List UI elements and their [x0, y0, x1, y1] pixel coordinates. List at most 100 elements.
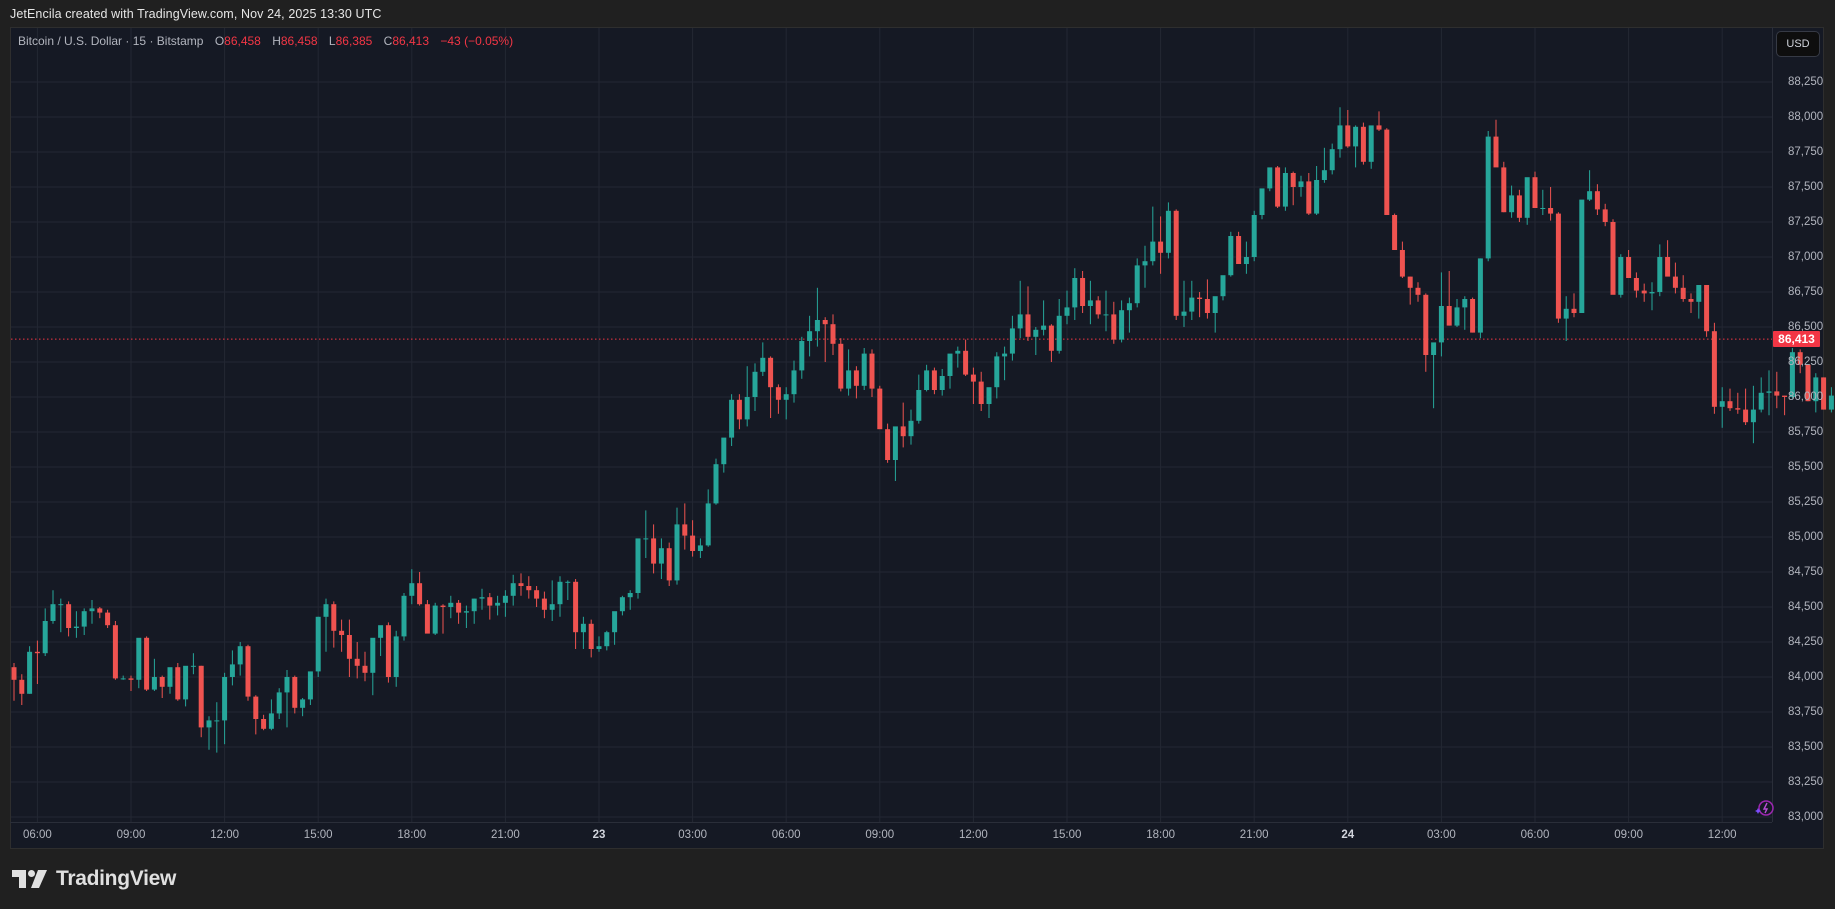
candle-body[interactable] [1680, 287, 1686, 299]
candle-body[interactable] [557, 581, 563, 605]
candle-body[interactable] [151, 677, 157, 690]
candle-body[interactable] [612, 611, 618, 633]
candle-body[interactable] [463, 611, 469, 613]
candle-body[interactable] [510, 583, 516, 596]
candle-body[interactable] [495, 602, 501, 606]
candle-body[interactable] [1056, 315, 1062, 351]
candle-body[interactable] [752, 371, 758, 397]
candle-body[interactable] [1290, 173, 1296, 187]
candle-body[interactable] [456, 602, 462, 613]
candle-body[interactable] [1696, 285, 1702, 302]
candle-body[interactable] [1150, 241, 1156, 262]
candle-body[interactable] [697, 545, 703, 551]
candle-body[interactable] [1750, 409, 1756, 423]
symbol-name[interactable]: Bitcoin / U.S. Dollar [18, 34, 123, 48]
candle-body[interactable] [885, 429, 891, 460]
currency-button[interactable]: USD [1776, 31, 1820, 57]
candle-body[interactable] [526, 586, 532, 591]
candle-body[interactable] [66, 604, 72, 628]
candle-body[interactable] [1033, 329, 1039, 337]
candle-body[interactable] [1165, 210, 1171, 253]
candle-body[interactable] [682, 524, 688, 536]
candle-body[interactable] [1259, 188, 1265, 215]
candle-body[interactable] [1025, 314, 1031, 337]
candle-body[interactable] [1376, 125, 1382, 130]
candle-body[interactable] [120, 678, 126, 680]
candle-body[interactable] [1126, 303, 1132, 311]
candle-body[interactable] [284, 677, 290, 693]
candle-body[interactable] [580, 623, 586, 633]
candle-body[interactable] [744, 397, 750, 420]
candle-body[interactable] [1704, 285, 1710, 332]
candle-body[interactable] [877, 388, 883, 430]
candle-body[interactable] [424, 604, 430, 634]
candle-body[interactable] [705, 503, 711, 546]
candle-body[interactable] [588, 623, 594, 649]
candle-body[interactable] [1618, 257, 1624, 295]
candle-body[interactable] [518, 583, 524, 586]
candle-body[interactable] [19, 679, 25, 694]
candle-body[interactable] [869, 353, 875, 389]
candle-body[interactable] [814, 320, 820, 332]
candle-body[interactable] [970, 374, 976, 382]
candle-body[interactable] [1282, 173, 1288, 207]
price-axis[interactable] [1772, 27, 1825, 822]
candle-body[interactable] [323, 604, 329, 617]
candle-body[interactable] [658, 548, 664, 564]
candle-body[interactable] [947, 353, 953, 376]
candle-body[interactable] [783, 394, 789, 400]
candle-body[interactable] [1407, 276, 1413, 288]
candle-body[interactable] [1345, 125, 1351, 147]
candle-body[interactable] [401, 595, 407, 637]
candle-body[interactable] [986, 387, 992, 404]
candle-body[interactable] [1173, 210, 1179, 316]
candle-body[interactable] [1181, 311, 1187, 316]
candle-body[interactable] [908, 420, 914, 437]
candle-body[interactable] [417, 583, 423, 605]
candle-body[interactable] [1477, 258, 1483, 333]
candle-body[interactable] [1399, 250, 1405, 277]
candle-body[interactable] [1524, 177, 1530, 218]
candle-body[interactable] [1158, 241, 1164, 253]
candle-body[interactable] [846, 370, 852, 389]
candle-body[interactable] [128, 678, 134, 680]
candle-body[interactable] [1329, 149, 1335, 171]
candle-body[interactable] [34, 651, 40, 654]
candle-body[interactable] [315, 616, 321, 672]
candle-body[interactable] [1633, 278, 1639, 291]
candle-body[interactable] [1805, 364, 1811, 402]
candle-body[interactable] [1485, 136, 1491, 259]
candle-body[interactable] [721, 437, 727, 465]
candle-body[interactable] [768, 357, 774, 388]
candle-body[interactable] [791, 370, 797, 395]
time-axis[interactable] [10, 822, 1772, 850]
candle-body[interactable] [830, 324, 836, 344]
candle-body[interactable] [1509, 195, 1515, 213]
candle-body[interactable] [963, 350, 969, 375]
candle-body[interactable] [1314, 180, 1320, 214]
candle-body[interactable] [1142, 261, 1148, 266]
candle-body[interactable] [1392, 215, 1398, 250]
candle-body[interactable] [1571, 308, 1577, 313]
candle-body[interactable] [534, 590, 540, 599]
candle-body[interactable] [573, 581, 579, 633]
candle-body[interactable] [136, 637, 142, 680]
candle-body[interactable] [760, 357, 766, 372]
candle-body[interactable] [1555, 213, 1561, 319]
candle-body[interactable] [1626, 257, 1632, 278]
candle-body[interactable] [651, 538, 657, 564]
candle-body[interactable] [183, 665, 189, 700]
candle-body[interactable] [502, 595, 508, 603]
candle-body[interactable] [1243, 257, 1249, 264]
candle-body[interactable] [1337, 125, 1343, 150]
candle-body[interactable] [1813, 377, 1819, 402]
candle-body[interactable] [1470, 299, 1476, 333]
candle-body[interactable] [924, 370, 930, 390]
candle-body[interactable] [1766, 391, 1772, 393]
candle-body[interactable] [73, 626, 79, 628]
candle-body[interactable] [635, 538, 641, 593]
candle-body[interactable] [1368, 125, 1374, 162]
candle-body[interactable] [27, 651, 33, 694]
candle-body[interactable] [541, 598, 547, 610]
candle-body[interactable] [354, 658, 360, 666]
